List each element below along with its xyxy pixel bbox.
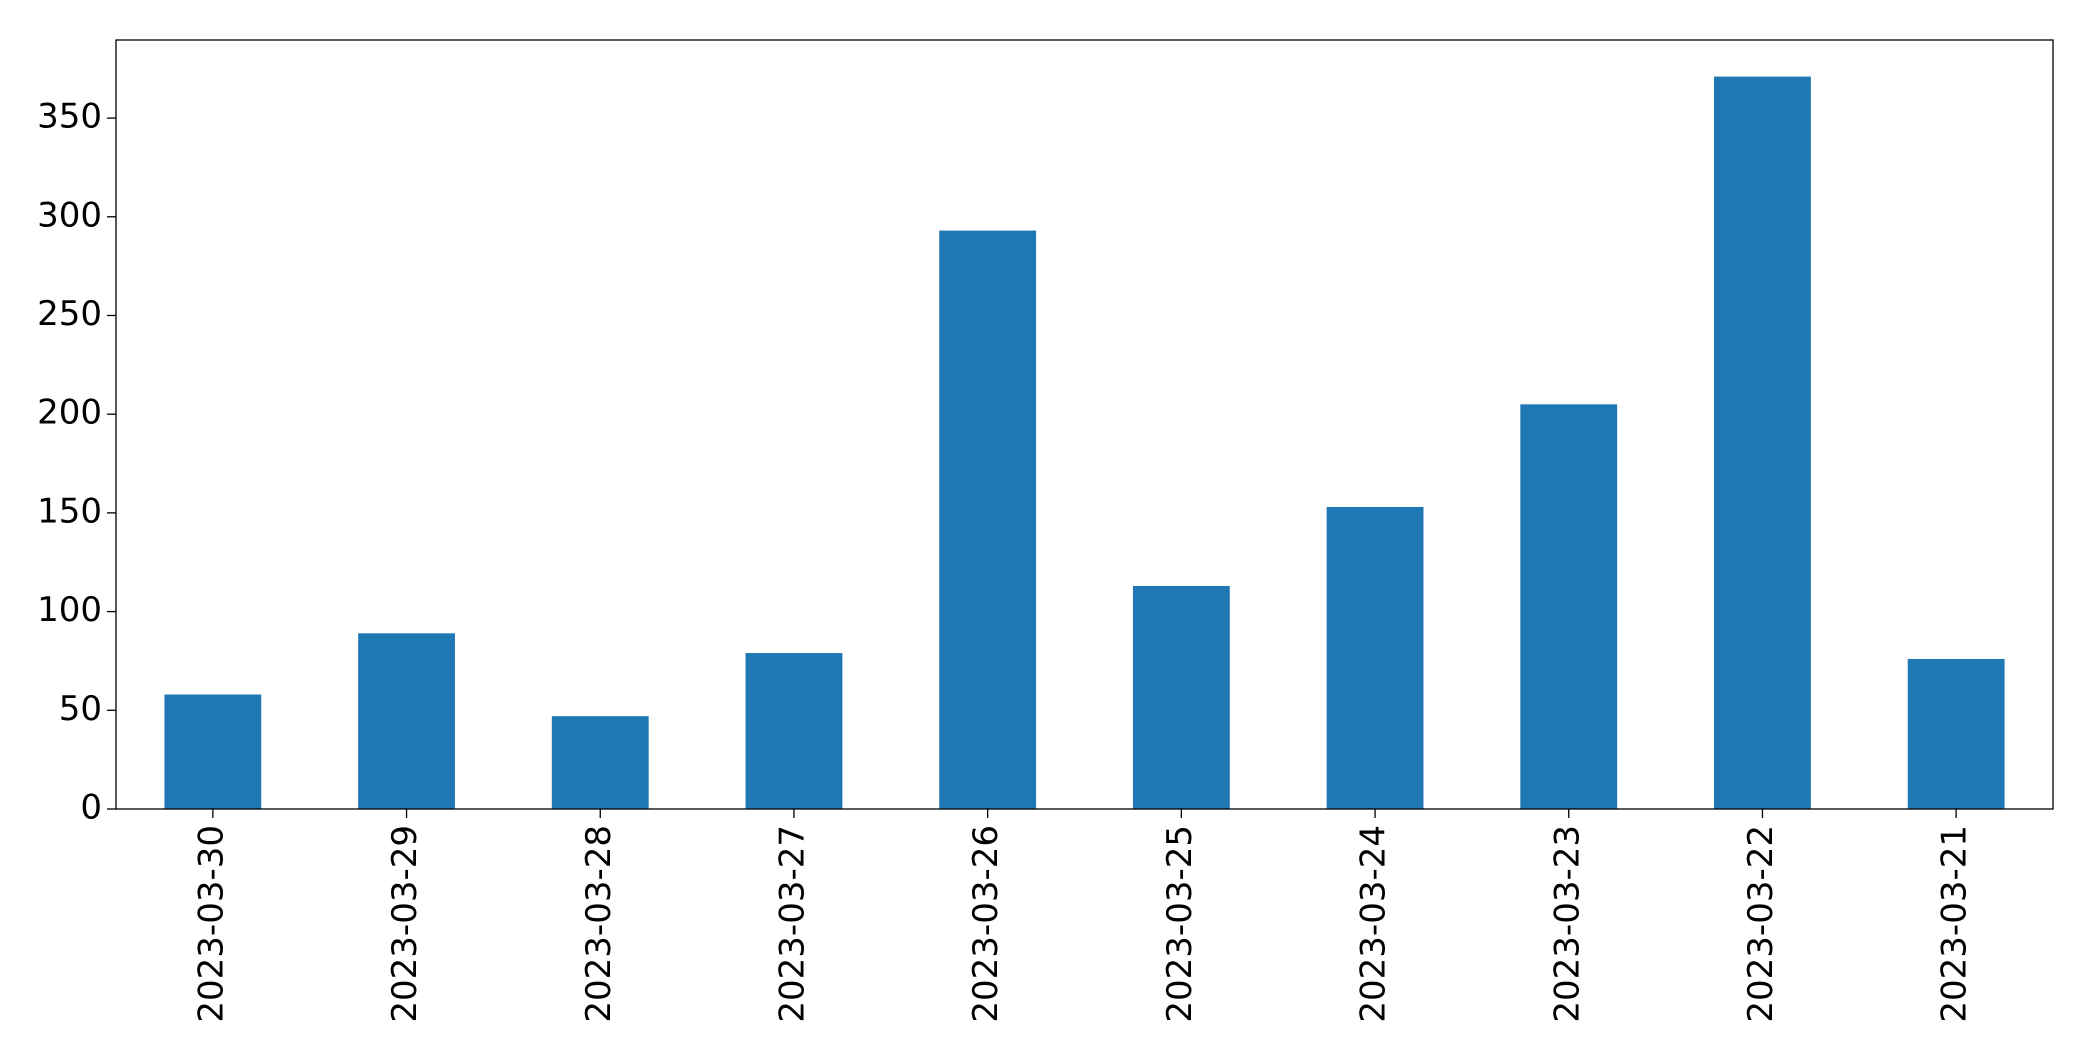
x-tick-label: 2023-03-29 [385,825,425,1023]
x-tick-label: 2023-03-28 [579,825,619,1023]
bar [1714,76,1811,810]
x-tick-label: 2023-03-23 [1547,825,1587,1023]
y-tick-label: 150 [37,491,102,531]
bar [1132,585,1230,809]
x-tick-label: 2023-03-26 [966,825,1006,1023]
x-tick-label: 2023-03-24 [1354,825,1394,1023]
y-tick-label: 350 [37,97,102,137]
x-tick-label: 2023-03-27 [772,825,812,1023]
x-tick-label: 2023-03-25 [1160,825,1200,1023]
bar [551,716,649,809]
bar [164,694,262,809]
y-tick-label: 0 [80,788,102,828]
bar [1326,506,1424,809]
x-tick-label: 2023-03-30 [191,825,231,1023]
x-tick-label: 2023-03-22 [1741,825,1781,1023]
bar [1907,658,2005,809]
bar [745,653,843,809]
x-tick-label: 2023-03-21 [1935,825,1975,1023]
bar [939,230,1037,810]
y-tick-label: 300 [37,195,102,235]
bar [1520,404,1618,809]
plot-frame [115,39,2054,810]
y-tick-label: 200 [37,393,102,433]
y-tick-label: 250 [37,294,102,334]
y-tick-label: 50 [59,689,102,729]
bar [358,633,455,809]
y-tick-label: 100 [37,590,102,630]
